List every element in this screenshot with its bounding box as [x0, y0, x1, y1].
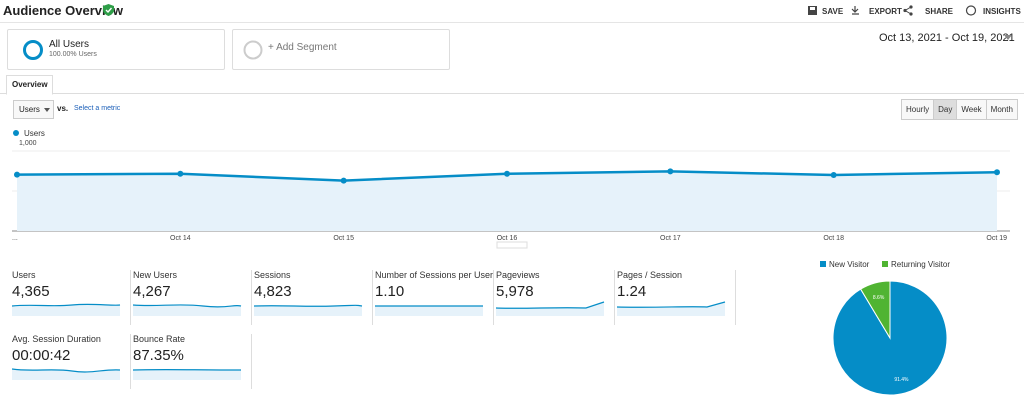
metric-card: New Users 4,267 — [133, 270, 252, 325]
metric-value: 00:00:42 — [12, 347, 71, 364]
point — [667, 168, 674, 175]
metric-value: 4,823 — [254, 283, 292, 300]
x-tick-label: Oct 14 — [170, 235, 191, 242]
verified-icon — [103, 4, 114, 16]
granularity-buttons: Hourly Day Week Month — [901, 99, 1018, 120]
metric-card: Pages / Session 1.24 — [617, 270, 736, 325]
y-tick-label: 1,000 — [19, 140, 37, 147]
metric-label: Users — [12, 270, 36, 280]
metric-value: 4,267 — [133, 283, 171, 300]
metric-value: 1.10 — [375, 283, 405, 300]
sparkline — [375, 305, 483, 316]
legend-marker — [13, 130, 19, 136]
legend-swatch — [820, 261, 826, 267]
date-caret — [1004, 35, 1012, 40]
pie-slice — [859, 280, 891, 340]
legend-label: New Visitor — [829, 260, 870, 269]
point — [14, 171, 20, 178]
area — [17, 171, 997, 231]
segment-label: All Users — [49, 39, 90, 50]
metric-card: Pageviews 5,978 — [496, 270, 615, 325]
month-button[interactable]: Month — [985, 99, 1018, 120]
point — [830, 172, 837, 178]
date-range[interactable]: Oct 13, 2021 - Oct 19, 2021 — [879, 32, 1015, 44]
day-button[interactable]: Day — [933, 99, 958, 120]
metric-value: 87.35% — [133, 347, 184, 364]
metric-card: Users 4,365 — [12, 270, 131, 325]
sparkline — [496, 301, 605, 316]
point — [994, 169, 1000, 176]
share-button[interactable]: SHARE — [925, 7, 954, 16]
sparkline — [12, 303, 121, 316]
tab-rule — [0, 93, 1024, 94]
metric-label: Bounce Rate — [133, 334, 186, 344]
point — [340, 177, 347, 184]
action-icons — [808, 5, 977, 16]
segment-all-users[interactable]: All Users 100.00% Users — [7, 29, 225, 70]
tab-label: Overview — [12, 80, 48, 89]
segment-sublabel: 100.00% Users — [49, 51, 97, 58]
metric-dropdown-label: Users — [19, 105, 40, 114]
x-tick-label: Oct 15 — [333, 235, 354, 242]
caret — [44, 108, 50, 112]
pie-chart: 91.4% New Visitor 8.6% Returning Visitor — [820, 260, 950, 396]
legend-label: Users — [24, 129, 45, 138]
metric-label: Number of Sessions per User — [375, 270, 494, 280]
x-tick-label: Oct 17 — [660, 235, 681, 242]
metric-label: Sessions — [254, 270, 291, 280]
resize-handle — [496, 241, 528, 249]
metric-label: Pages / Session — [617, 270, 683, 280]
add-segment[interactable]: + Add Segment — [232, 29, 450, 70]
metric-value: 1.24 — [617, 283, 647, 300]
point — [504, 170, 510, 177]
x-tick-label: Oct 16 — [497, 235, 518, 242]
metric-label: Avg. Session Duration — [12, 334, 101, 344]
sparkline — [12, 368, 121, 380]
sparkline — [254, 304, 363, 316]
sparkline — [133, 368, 242, 380]
export-button[interactable]: EXPORT — [869, 7, 902, 16]
point — [177, 170, 184, 177]
metric-card: Sessions 4,823 — [254, 270, 373, 325]
save-button[interactable]: SAVE — [822, 7, 844, 16]
vs-label: vs. — [57, 104, 69, 113]
metric-value: 5,978 — [496, 283, 534, 300]
legend-label: Returning Visitor — [891, 260, 950, 269]
add-segment-label: + Add Segment — [268, 42, 337, 53]
x-tick-label: ... — [12, 235, 18, 242]
sparkline — [133, 304, 242, 316]
sparkline — [617, 301, 726, 316]
top-bar: Audience Overview SAVE EXPORT SHARE INSI… — [0, 0, 1024, 23]
segment-ring — [23, 40, 43, 60]
select-metric[interactable]: Select a metric — [74, 105, 121, 112]
segment-ring — [243, 40, 263, 60]
page-title: Audience Overview — [3, 3, 123, 18]
metric-dropdown[interactable]: Users — [13, 100, 54, 119]
x-tick-label: Oct 19 — [986, 235, 1007, 242]
metric-label: New Users — [133, 270, 178, 280]
slice-label: 91.4% — [894, 377, 909, 383]
metric-card: Number of Sessions per User 1.10 — [375, 270, 494, 325]
legend-swatch — [882, 261, 888, 267]
x-tick-label: Oct 18 — [823, 235, 844, 242]
metric-card: Avg. Session Duration 00:00:42 — [12, 334, 131, 389]
metric-value: 4,365 — [12, 283, 50, 300]
overview-tab[interactable]: Overview — [6, 75, 53, 95]
metric-card: Bounce Rate 87.35% — [133, 334, 252, 389]
metric-label: Pageviews — [496, 270, 540, 280]
insights-button[interactable]: INSIGHTS — [983, 7, 1021, 16]
slice-label: 8.6% — [873, 295, 885, 301]
